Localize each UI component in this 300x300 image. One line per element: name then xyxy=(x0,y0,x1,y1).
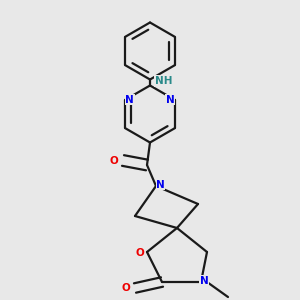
Text: N: N xyxy=(156,179,165,190)
Text: O: O xyxy=(110,155,118,166)
Text: N: N xyxy=(166,95,175,105)
Text: O: O xyxy=(135,248,144,259)
Text: NH: NH xyxy=(155,76,172,86)
Text: N: N xyxy=(125,95,134,105)
Text: N: N xyxy=(200,275,208,286)
Text: O: O xyxy=(122,283,130,293)
